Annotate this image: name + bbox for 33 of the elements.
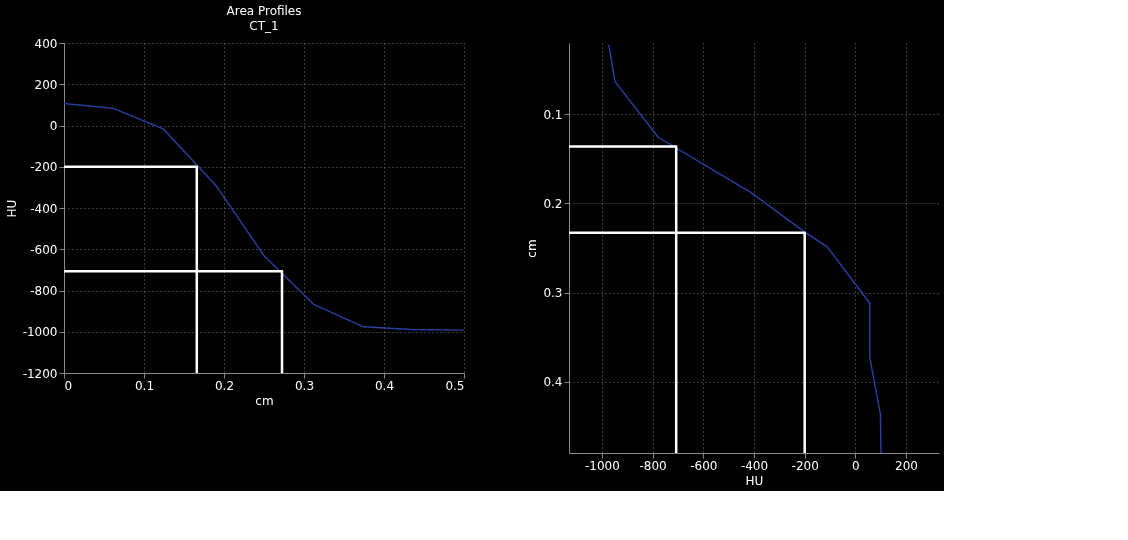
y-axis-title: cm (525, 239, 540, 258)
y-tick-label: 400 (34, 36, 58, 51)
y-tick-label: -800 (30, 284, 58, 298)
chart-subtitle: CT_1 (249, 19, 279, 33)
y-tick-label: 0.1 (543, 107, 563, 122)
y-tick-label: 0.2 (543, 196, 563, 211)
x-tick-label: 0.2 (214, 378, 235, 393)
x-tick-label: 0.5 (445, 378, 465, 393)
y-tick-label: 0.3 (543, 286, 563, 301)
y-axis-title: HU (4, 199, 19, 218)
y-tick-label: -1200 (22, 366, 58, 381)
x-tick-label: 0 (852, 458, 860, 473)
x-tick-label: 0.1 (134, 378, 155, 393)
y-tick-label: -400 (30, 201, 58, 216)
y-tick-label: -200 (30, 160, 58, 175)
x-tick-label: 200 (895, 458, 919, 473)
y-tick-label: -1000 (22, 325, 58, 340)
x-axis-title: HU (745, 473, 764, 488)
x-tick-label: 0.4 (374, 378, 395, 393)
y-tick-label: 200 (34, 77, 58, 92)
x-tick-label: -1000 (585, 458, 620, 473)
y-tick-label: -600 (30, 242, 58, 257)
line-series (63, 102, 465, 331)
x-tick-label: -800 (639, 458, 667, 473)
x-tick-label: -400 (740, 458, 769, 473)
x-tick-label: 0 (64, 378, 73, 393)
x-tick-label: -200 (791, 458, 819, 473)
y-tick-label: 0 (49, 119, 58, 133)
chart-title: Area Profiles (226, 4, 302, 18)
line-series (608, 44, 882, 454)
x-tick-label: -600 (690, 458, 718, 473)
x-tick-label: 0.3 (294, 378, 315, 393)
x-axis-title: cm (255, 393, 274, 408)
